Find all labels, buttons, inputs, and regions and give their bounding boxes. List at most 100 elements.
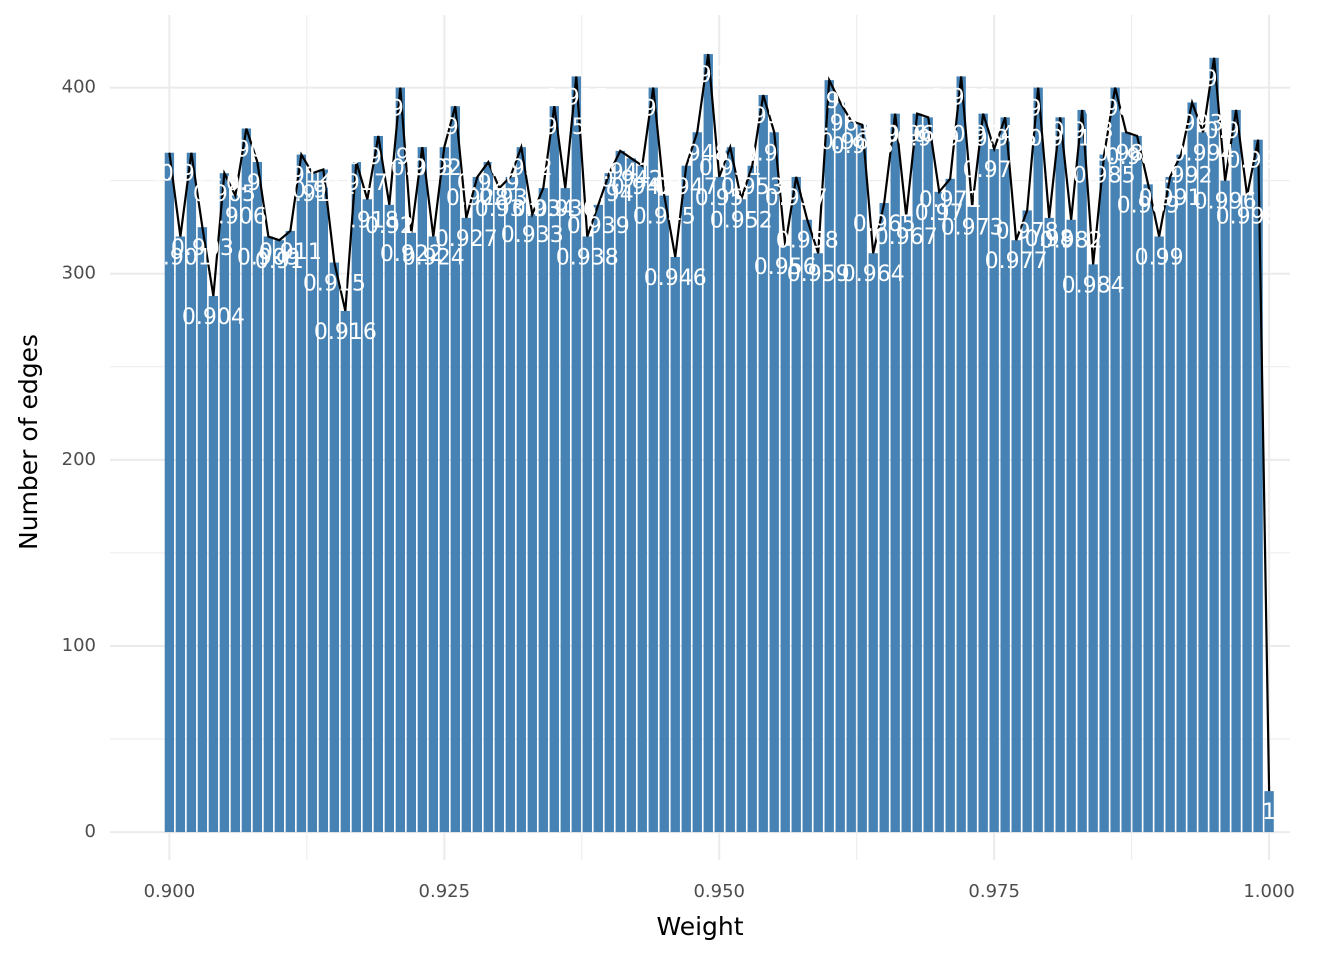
- point-label: 0.925: [413, 156, 476, 181]
- bar: [219, 173, 230, 833]
- bar: [241, 128, 252, 833]
- bar: [450, 106, 460, 833]
- bar: [516, 147, 526, 833]
- bar: [1220, 180, 1230, 833]
- point-label: 0.975: [963, 158, 1026, 183]
- bar: [1033, 87, 1043, 833]
- point-label: 0.937: [545, 85, 608, 110]
- point-label: 0.982: [1040, 229, 1103, 254]
- bar: [439, 147, 449, 833]
- bar: [670, 256, 680, 833]
- bar: [384, 204, 395, 833]
- bar: [890, 113, 900, 833]
- point-label: 0.933: [501, 223, 564, 248]
- point-label: 0.908: [226, 171, 289, 196]
- point-label: 0.93: [475, 197, 524, 222]
- bar: [1231, 109, 1241, 833]
- point-label: 0.994: [1172, 141, 1235, 166]
- point-label: 0.915: [303, 272, 366, 297]
- bar: [362, 199, 373, 833]
- point-label: 0.934: [512, 197, 575, 222]
- bar: [769, 132, 779, 833]
- point-label: 0.99: [1135, 245, 1184, 270]
- bar: [274, 240, 285, 833]
- point-label: 0.906: [204, 205, 267, 230]
- point-label: 0.991: [1139, 186, 1202, 211]
- bar: [318, 169, 329, 833]
- bar: [1000, 117, 1010, 833]
- point-label: 0.98: [1025, 227, 1074, 252]
- point-label: 0.942: [600, 167, 663, 192]
- bar: [461, 217, 471, 833]
- bar: [483, 162, 493, 833]
- bar: [637, 165, 647, 833]
- bar: [538, 188, 548, 833]
- point-label: 0.961: [809, 111, 872, 136]
- point-label: 0.983: [1051, 119, 1114, 144]
- bar: [1176, 154, 1186, 833]
- point-label: 0.923: [391, 156, 454, 181]
- point-label: 0.989: [1117, 193, 1180, 218]
- point-label: 0.901: [149, 245, 212, 270]
- point-label: 0.973: [941, 216, 1004, 241]
- bar: [945, 178, 955, 833]
- point-label: 0.981: [1029, 126, 1092, 151]
- point-label: 0.911: [259, 240, 322, 265]
- point-label: 0.938: [556, 245, 619, 270]
- bar: [549, 106, 559, 833]
- bar: [967, 206, 977, 833]
- bar: [1121, 132, 1131, 833]
- bar: [1044, 217, 1054, 833]
- point-label: 0.996: [1194, 190, 1257, 215]
- point-label: 0.943: [611, 175, 674, 200]
- point-label: 0.998: [1216, 205, 1279, 230]
- bar: [1066, 219, 1076, 833]
- point-label: 0.94: [585, 182, 634, 207]
- bar: [1187, 102, 1197, 833]
- point-label: 1: [1262, 800, 1276, 825]
- bar: [703, 54, 713, 833]
- point-label: 0.9: [152, 162, 187, 187]
- bar: [736, 199, 746, 833]
- bar: [1264, 791, 1274, 833]
- bar: [1242, 195, 1252, 833]
- bar: [593, 204, 603, 833]
- bar: [1055, 117, 1065, 833]
- bar: [296, 154, 307, 833]
- line: [168, 53, 1271, 792]
- y-axis-title: Number of edges: [14, 334, 43, 550]
- bar: [1253, 139, 1263, 833]
- point-label: 0.939: [567, 214, 630, 239]
- bar: [901, 216, 911, 833]
- bar: [879, 202, 889, 833]
- bar: [527, 214, 537, 833]
- point-label: 0.948: [666, 141, 729, 166]
- bar: [1198, 132, 1208, 833]
- bar: [813, 253, 823, 833]
- bar: [835, 102, 845, 833]
- bar: [1154, 236, 1164, 833]
- bar: [626, 158, 636, 833]
- bar: [934, 191, 944, 833]
- bar: [1088, 264, 1098, 833]
- bar: [164, 152, 175, 833]
- point-label: 0.971: [919, 188, 982, 213]
- point-label: 0.966: [864, 123, 927, 148]
- point-label: 0.902: [160, 162, 223, 187]
- y-tick-label: 200: [62, 449, 96, 470]
- point-label: 0.976: [974, 126, 1037, 151]
- point-label: 0.907: [215, 138, 278, 163]
- point-label: 0.962: [820, 130, 883, 155]
- point-label: 0.952: [710, 208, 773, 233]
- bar: [395, 87, 405, 833]
- point-label: 0.992: [1150, 164, 1213, 189]
- bar: [868, 253, 878, 833]
- point-label: 0.926: [424, 115, 487, 140]
- bar: [912, 113, 922, 833]
- point-label: 0.921: [369, 97, 432, 122]
- bar: [824, 80, 834, 833]
- x-axis-title: Weight: [656, 912, 743, 941]
- point-label: 0.927: [435, 227, 498, 252]
- point-label: 0.964: [842, 262, 905, 287]
- point-label: 0.986: [1084, 97, 1147, 122]
